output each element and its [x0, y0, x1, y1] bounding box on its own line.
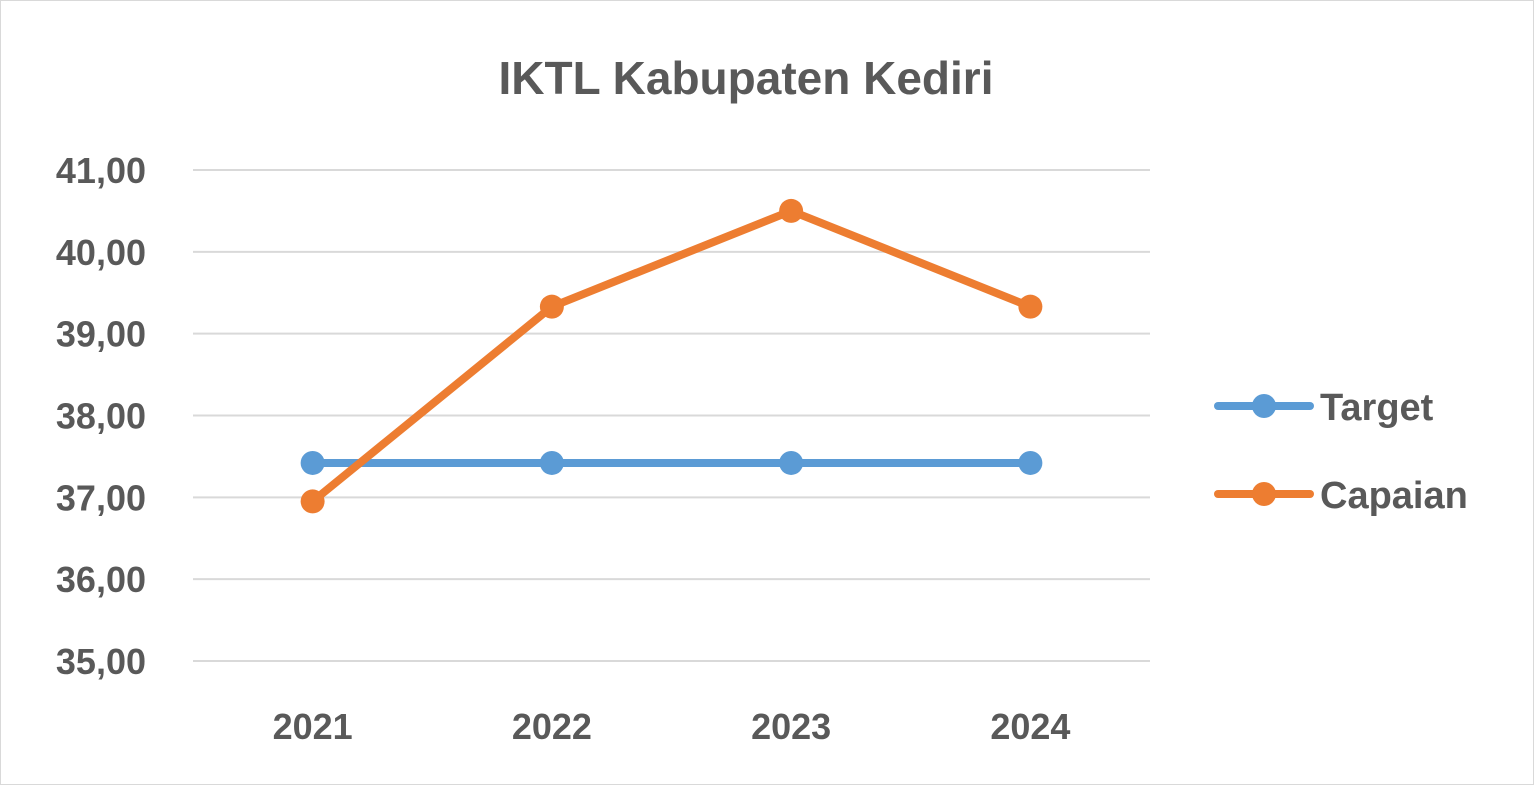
x-axis-ticks: 2021 2022 2023 2024 [273, 706, 1071, 747]
x-tick-label: 2023 [751, 706, 831, 747]
legend-label-target: Target [1320, 387, 1434, 429]
data-point-target [1018, 450, 1043, 475]
y-tick-label: 40,00 [56, 232, 146, 273]
chart-title: IKTL Kabupaten Kediri [499, 52, 994, 104]
data-point-capaian [539, 294, 564, 319]
x-tick-label: 2021 [273, 706, 353, 747]
y-tick-label: 39,00 [56, 314, 146, 355]
y-tick-label: 35,00 [56, 641, 146, 682]
data-point-capaian [300, 489, 325, 514]
data-point-target [300, 450, 325, 475]
data-point-target [779, 450, 804, 475]
y-tick-label: 38,00 [56, 396, 146, 437]
data-point-capaian [1018, 294, 1043, 319]
x-tick-label: 2022 [512, 706, 592, 747]
y-axis-ticks: 35,00 36,00 37,00 38,00 39,00 40,00 41,00 [56, 150, 146, 682]
x-tick-label: 2024 [990, 706, 1070, 747]
legend: Target Capaian [1214, 387, 1468, 517]
legend-marker-target [1252, 394, 1276, 418]
series-line-capaian [308, 206, 1035, 506]
legend-label-capaian: Capaian [1320, 475, 1468, 517]
data-point-target [539, 450, 564, 475]
y-tick-label: 41,00 [56, 150, 146, 191]
series [300, 198, 1043, 514]
y-tick-label: 37,00 [56, 477, 146, 518]
gridlines [193, 169, 1150, 662]
y-tick-label: 36,00 [56, 559, 146, 600]
legend-marker-capaian [1252, 482, 1276, 506]
data-point-capaian [779, 198, 804, 223]
